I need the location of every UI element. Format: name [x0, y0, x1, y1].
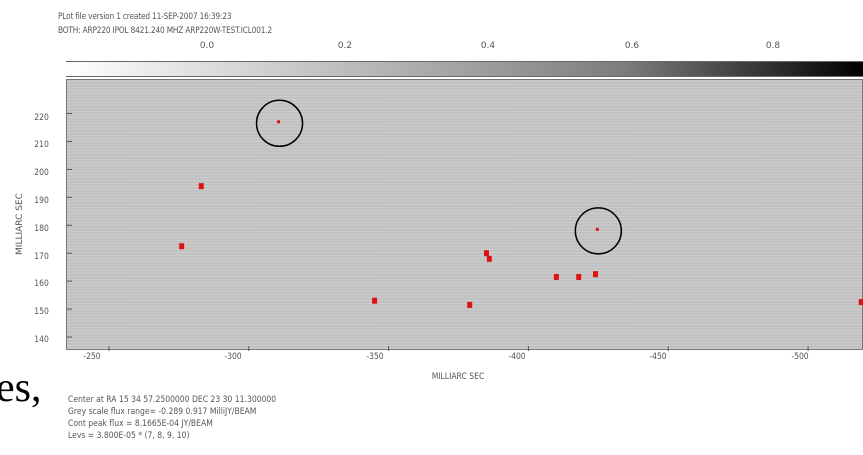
y-tick-label: 170: [34, 252, 49, 262]
highlight-circle: [574, 207, 623, 255]
x-tick-label: -450: [649, 352, 667, 362]
colorbar-tick: 0.6: [624, 41, 640, 51]
y-axis-label: MILLIARC SEC: [15, 193, 25, 255]
y-tick-label: 160: [34, 279, 49, 289]
plot-header-line2: BOTH: ARP220 IPOL 8421.240 MHZ ARP220W-T…: [58, 26, 273, 36]
radio-source-marker: [858, 299, 863, 306]
y-tick-label: 190: [34, 196, 49, 206]
colorbar-tick: 0.0: [199, 41, 215, 51]
y-tick-label: 200: [34, 168, 49, 178]
radio-source-marker: [576, 273, 582, 280]
radio-source-marker: [277, 120, 281, 124]
radio-source-marker: [372, 297, 378, 304]
colorbar-tick: 0.4: [480, 41, 496, 51]
y-tick-label: 140: [34, 335, 49, 345]
radio-source-marker: [198, 183, 204, 190]
colorbar-tick: 0.2: [337, 41, 353, 51]
y-tick-label: 180: [34, 224, 49, 234]
x-tick-label: -400: [508, 352, 526, 362]
radio-source-marker: [486, 255, 492, 262]
x-tick-label: -300: [224, 352, 242, 362]
radio-source-marker: [595, 227, 599, 231]
highlight-circle: [255, 99, 304, 148]
y-tick-label: 150: [34, 307, 49, 317]
radio-source-marker: [483, 250, 489, 257]
grey-scale-range-text: Grey scale flux range= -0.289 0.917 Mill…: [68, 407, 257, 417]
radio-source-marker: [467, 301, 473, 308]
peak-flux-text: Cont peak flux = 8.1665E-04 JY/BEAM: [68, 419, 213, 429]
grey-scale-colorbar: [66, 61, 863, 77]
x-tick-label: -350: [366, 352, 384, 362]
x-tick-label: -500: [791, 352, 809, 362]
center-coordinates-text: Center at RA 15 34 57.2500000 DEC 23 30 …: [68, 395, 277, 405]
colorbar-tick: 0.8: [765, 41, 781, 51]
y-tick-label: 210: [34, 140, 49, 150]
radio-source-marker: [553, 273, 559, 280]
y-tick-label: 220: [34, 113, 49, 123]
x-axis-label: MILLIARC SEC: [431, 372, 485, 382]
contour-levels-text: Levs = 3.800E-05 * (7, 8, 9, 10): [68, 431, 190, 441]
slide-text-fragment: es,: [0, 365, 42, 411]
plot-header-line1: PLot file version 1 created 11-SEP-2007 …: [58, 12, 232, 22]
plot-overlay: [67, 99, 863, 351]
radio-source-marker: [593, 271, 599, 278]
radio-source-marker: [179, 243, 185, 250]
grey-scale-image-plot: [66, 79, 863, 351]
x-tick-label: -250: [83, 352, 101, 362]
